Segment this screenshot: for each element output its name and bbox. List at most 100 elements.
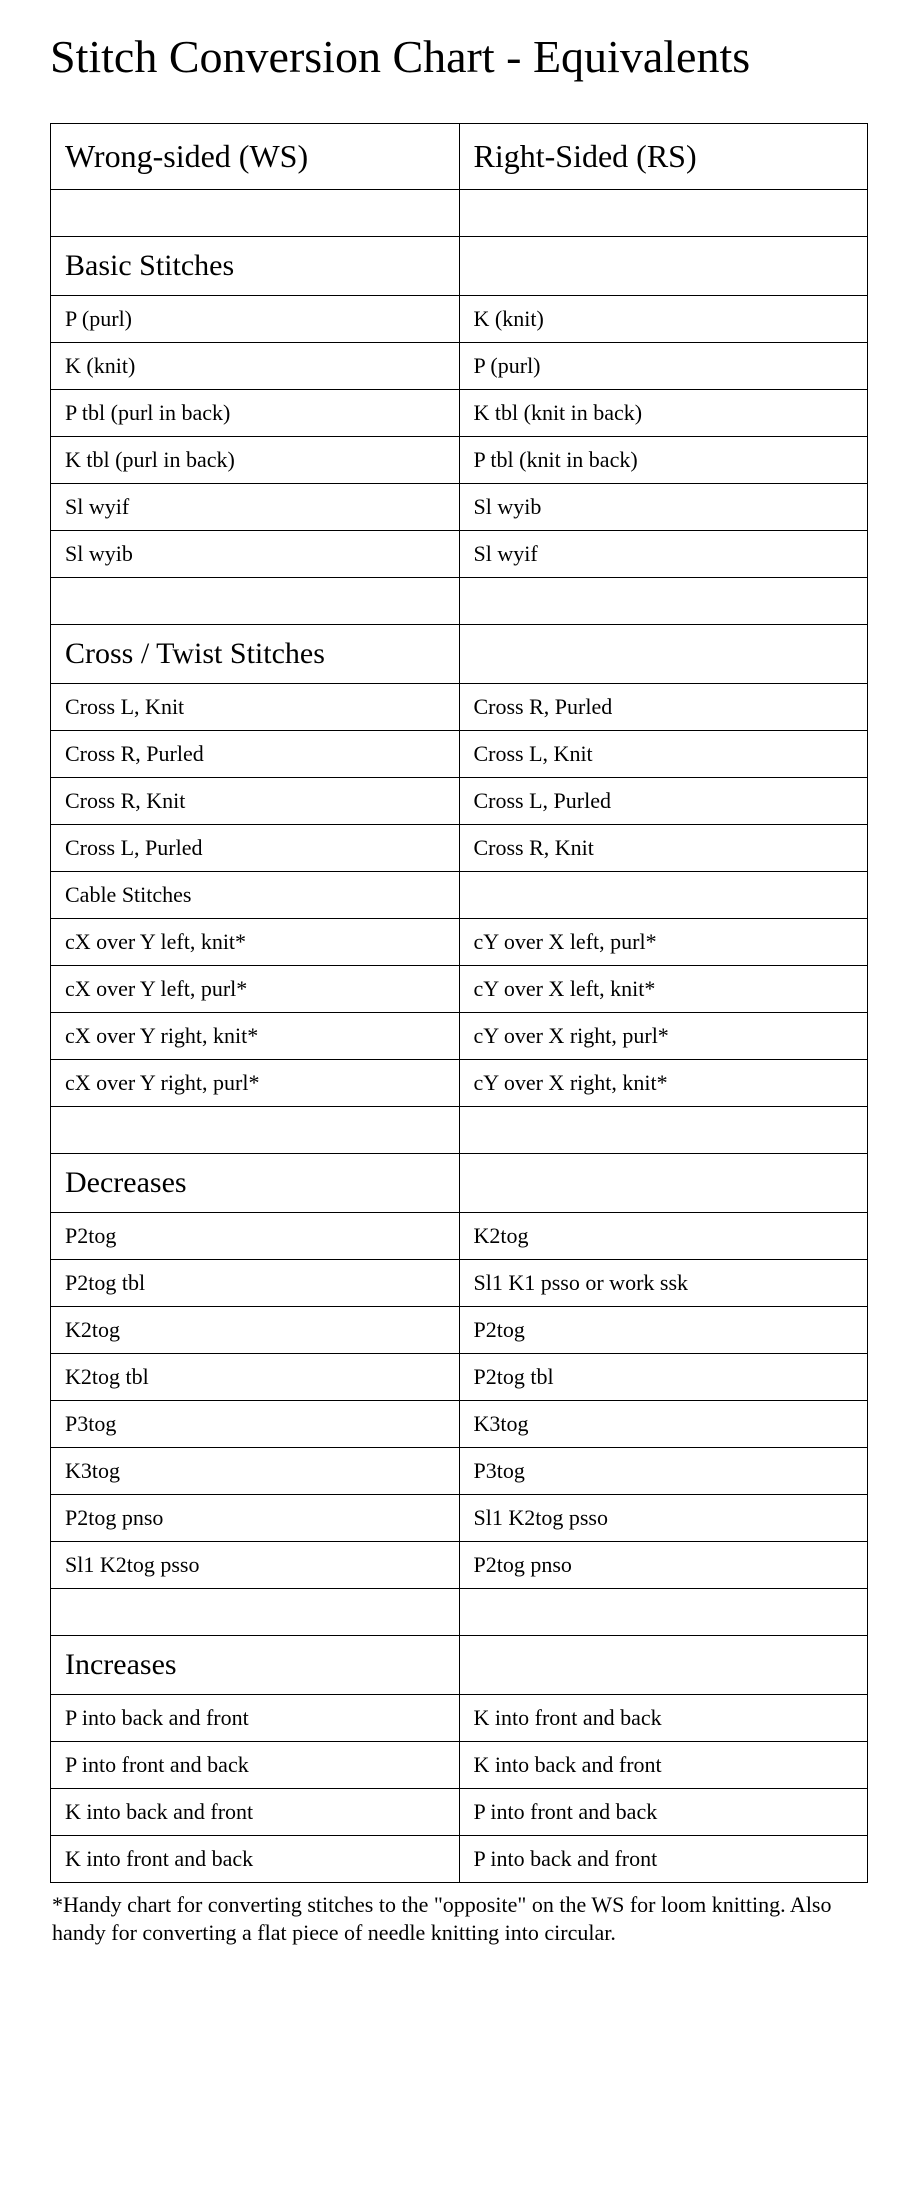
cell-rs: Cross R, Purled bbox=[459, 684, 868, 731]
table-row bbox=[51, 1589, 868, 1636]
cell-ws: K3tog bbox=[51, 1448, 460, 1495]
page: Stitch Conversion Chart - Equivalents Wr… bbox=[0, 0, 918, 1996]
table-row: K2tog tblP2tog tbl bbox=[51, 1354, 868, 1401]
cell-ws: Sl wyib bbox=[51, 531, 460, 578]
table-body: Wrong-sided (WS)Right-Sided (RS) Basic St… bbox=[51, 124, 868, 1883]
cell-ws: cX over Y right, purl* bbox=[51, 1060, 460, 1107]
table-row bbox=[51, 578, 868, 625]
table-row: P2tog pnsoSl1 K2tog psso bbox=[51, 1495, 868, 1542]
table-row: K (knit)P (purl) bbox=[51, 343, 868, 390]
cell-rs: K tbl (knit in back) bbox=[459, 390, 868, 437]
cell-rs: K into back and front bbox=[459, 1742, 868, 1789]
cell-rs: cY over X right, knit* bbox=[459, 1060, 868, 1107]
table-row: P2tog tblSl1 K1 psso or work ssk bbox=[51, 1260, 868, 1307]
table-row: K tbl (purl in back)P tbl (knit in back) bbox=[51, 437, 868, 484]
cell-ws: K into back and front bbox=[51, 1789, 460, 1836]
cell-ws: K into front and back bbox=[51, 1836, 460, 1883]
cell-rs: Cross R, Knit bbox=[459, 825, 868, 872]
table-row: Sl1 K2tog pssoP2tog pnso bbox=[51, 1542, 868, 1589]
cell-ws: P into back and front bbox=[51, 1695, 460, 1742]
table-row: Cross L, PurledCross R, Knit bbox=[51, 825, 868, 872]
section-heading-empty bbox=[459, 1636, 868, 1695]
cell-ws: cX over Y right, knit* bbox=[51, 1013, 460, 1060]
cell-rs: P2tog pnso bbox=[459, 1542, 868, 1589]
cell-rs: Sl wyif bbox=[459, 531, 868, 578]
spacer-cell bbox=[459, 578, 868, 625]
table-row: Wrong-sided (WS)Right-Sided (RS) bbox=[51, 124, 868, 190]
column-header-ws: Wrong-sided (WS) bbox=[51, 124, 460, 190]
table-row: Cross / Twist Stitches bbox=[51, 625, 868, 684]
section-heading: Decreases bbox=[51, 1154, 460, 1213]
table-row: K3togP3tog bbox=[51, 1448, 868, 1495]
cell-rs: Sl1 K1 psso or work ssk bbox=[459, 1260, 868, 1307]
cell-rs: P into front and back bbox=[459, 1789, 868, 1836]
spacer-cell bbox=[459, 1589, 868, 1636]
table-row: K2togP2tog bbox=[51, 1307, 868, 1354]
table-row: Sl wyifSl wyib bbox=[51, 484, 868, 531]
table-row: cX over Y right, knit*cY over X right, p… bbox=[51, 1013, 868, 1060]
table-row: Basic Stitches bbox=[51, 237, 868, 296]
table-row: Sl wyibSl wyif bbox=[51, 531, 868, 578]
table-row: Decreases bbox=[51, 1154, 868, 1213]
section-heading: Cross / Twist Stitches bbox=[51, 625, 460, 684]
cell-ws: Sl1 K2tog psso bbox=[51, 1542, 460, 1589]
table-row: K into back and frontP into front and ba… bbox=[51, 1789, 868, 1836]
section-heading-empty bbox=[459, 237, 868, 296]
table-row: P2togK2tog bbox=[51, 1213, 868, 1260]
cell-rs: K2tog bbox=[459, 1213, 868, 1260]
section-heading-empty bbox=[459, 1154, 868, 1213]
spacer-cell bbox=[51, 1107, 460, 1154]
cell-rs: Cross L, Purled bbox=[459, 778, 868, 825]
cell-rs: P tbl (knit in back) bbox=[459, 437, 868, 484]
table-row: P (purl)K (knit) bbox=[51, 296, 868, 343]
cell-rs: cY over X left, purl* bbox=[459, 919, 868, 966]
table-row: cX over Y right, purl*cY over X right, k… bbox=[51, 1060, 868, 1107]
cell-ws: Cross R, Purled bbox=[51, 731, 460, 778]
cell-ws: P2tog bbox=[51, 1213, 460, 1260]
section-heading-empty bbox=[459, 625, 868, 684]
cell-rs: P2tog tbl bbox=[459, 1354, 868, 1401]
spacer-cell bbox=[459, 1107, 868, 1154]
table-row: cX over Y left, purl*cY over X left, kni… bbox=[51, 966, 868, 1013]
table-row: P into back and frontK into front and ba… bbox=[51, 1695, 868, 1742]
cell-ws: cX over Y left, knit* bbox=[51, 919, 460, 966]
spacer-cell bbox=[459, 190, 868, 237]
cell-rs: P (purl) bbox=[459, 343, 868, 390]
cell-ws: Cross L, Knit bbox=[51, 684, 460, 731]
footnote: *Handy chart for converting stitches to … bbox=[52, 1891, 866, 1946]
conversion-table: Wrong-sided (WS)Right-Sided (RS) Basic St… bbox=[50, 123, 868, 1883]
cell-ws: K tbl (purl in back) bbox=[51, 437, 460, 484]
column-header-rs: Right-Sided (RS) bbox=[459, 124, 868, 190]
spacer-cell bbox=[51, 1589, 460, 1636]
cell-ws: P into front and back bbox=[51, 1742, 460, 1789]
cell-rs: K3tog bbox=[459, 1401, 868, 1448]
cell-ws: Cable Stitches bbox=[51, 872, 460, 919]
table-row: Cross L, KnitCross R, Purled bbox=[51, 684, 868, 731]
table-row: Increases bbox=[51, 1636, 868, 1695]
cell-rs: P2tog bbox=[459, 1307, 868, 1354]
cell-rs: Cross L, Knit bbox=[459, 731, 868, 778]
spacer-cell bbox=[51, 190, 460, 237]
cell-rs: K (knit) bbox=[459, 296, 868, 343]
cell-ws: Cross R, Knit bbox=[51, 778, 460, 825]
table-row: Cross R, KnitCross L, Purled bbox=[51, 778, 868, 825]
table-row: P3togK3tog bbox=[51, 1401, 868, 1448]
cell-rs: Sl1 K2tog psso bbox=[459, 1495, 868, 1542]
cell-rs: Sl wyib bbox=[459, 484, 868, 531]
page-title: Stitch Conversion Chart - Equivalents bbox=[50, 30, 868, 83]
cell-ws: K2tog tbl bbox=[51, 1354, 460, 1401]
cell-ws: P3tog bbox=[51, 1401, 460, 1448]
cell-ws: K (knit) bbox=[51, 343, 460, 390]
cell-ws: Sl wyif bbox=[51, 484, 460, 531]
section-heading: Basic Stitches bbox=[51, 237, 460, 296]
table-row: Cable Stitches bbox=[51, 872, 868, 919]
table-row: P tbl (purl in back)K tbl (knit in back) bbox=[51, 390, 868, 437]
cell-ws: P2tog tbl bbox=[51, 1260, 460, 1307]
cell-rs: cY over X left, knit* bbox=[459, 966, 868, 1013]
table-row bbox=[51, 1107, 868, 1154]
cell-ws: P2tog pnso bbox=[51, 1495, 460, 1542]
table-row: cX over Y left, knit*cY over X left, pur… bbox=[51, 919, 868, 966]
cell-ws: cX over Y left, purl* bbox=[51, 966, 460, 1013]
cell-rs: P3tog bbox=[459, 1448, 868, 1495]
cell-rs: P into back and front bbox=[459, 1836, 868, 1883]
